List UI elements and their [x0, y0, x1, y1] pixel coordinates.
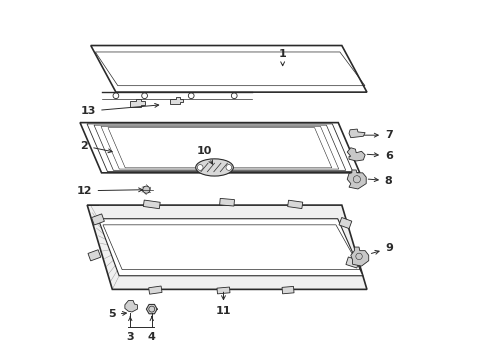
- Polygon shape: [87, 205, 367, 289]
- Polygon shape: [349, 129, 365, 138]
- Polygon shape: [347, 148, 365, 161]
- Circle shape: [143, 186, 150, 193]
- Text: 3: 3: [126, 332, 134, 342]
- Text: 1: 1: [279, 49, 287, 66]
- Polygon shape: [148, 286, 162, 294]
- Text: 9: 9: [371, 243, 393, 254]
- Polygon shape: [91, 45, 367, 92]
- Polygon shape: [92, 214, 104, 225]
- Ellipse shape: [196, 159, 233, 176]
- Polygon shape: [217, 287, 230, 294]
- Polygon shape: [347, 170, 366, 189]
- Polygon shape: [220, 198, 235, 206]
- Polygon shape: [339, 217, 352, 229]
- Text: 5: 5: [108, 310, 126, 319]
- Circle shape: [197, 165, 203, 170]
- Polygon shape: [98, 219, 363, 276]
- Polygon shape: [288, 200, 303, 208]
- Polygon shape: [171, 96, 183, 104]
- Text: 12: 12: [77, 186, 143, 196]
- Polygon shape: [130, 99, 145, 107]
- Text: 11: 11: [216, 292, 231, 316]
- Text: 8: 8: [368, 176, 392, 186]
- Text: 6: 6: [367, 150, 392, 161]
- Polygon shape: [282, 286, 294, 294]
- Text: 13: 13: [81, 103, 159, 116]
- Polygon shape: [147, 305, 157, 314]
- Text: 2: 2: [80, 141, 112, 153]
- Text: 4: 4: [148, 332, 156, 342]
- Text: 10: 10: [197, 145, 213, 164]
- Polygon shape: [88, 250, 101, 261]
- Text: 7: 7: [365, 130, 392, 140]
- Polygon shape: [80, 123, 360, 173]
- Polygon shape: [125, 301, 137, 312]
- Circle shape: [226, 165, 232, 170]
- Polygon shape: [346, 257, 359, 268]
- Polygon shape: [351, 247, 368, 266]
- Polygon shape: [143, 200, 160, 209]
